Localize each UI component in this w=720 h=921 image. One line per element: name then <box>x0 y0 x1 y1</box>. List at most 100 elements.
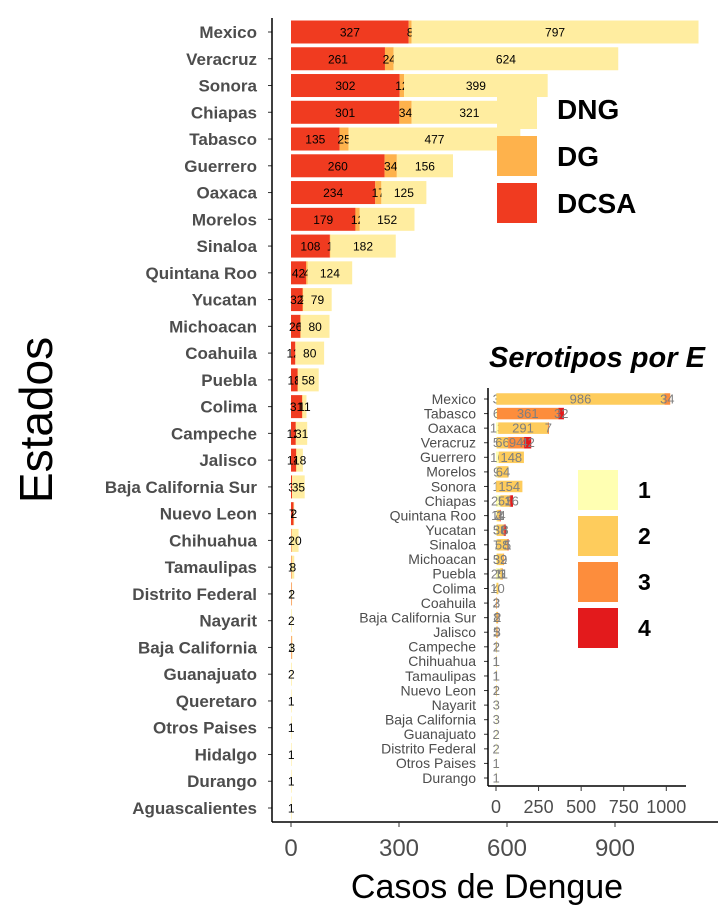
main-bar-oaxaca-dng <box>381 181 427 205</box>
main-state-label-coahuila: Coahuila <box>185 344 257 363</box>
main-state-label-colima: Colima <box>200 398 257 417</box>
inset-state-label-nayarit: Nayarit <box>432 697 476 713</box>
inset-data-label-sonora-1: 1 <box>492 479 499 494</box>
main-x-axis-title: Casos de Dengue <box>351 868 623 906</box>
inset-bar-michoacan-2 <box>496 553 504 566</box>
inset-data-label-nuevo-leon-1: 1 <box>492 683 499 698</box>
inset-state-label-chiapas: Chiapas <box>425 493 476 509</box>
main-data-label-jalisco-dng: 18 <box>293 454 307 468</box>
inset-bar-michoacan-3 <box>503 553 505 566</box>
main-bar-morelos-dg <box>355 207 360 231</box>
main-state-label-durango: Durango <box>187 772 257 791</box>
inset-data-label-yucatan-3: 6 <box>500 523 507 538</box>
inset-y-axis: MexicoTabascoOaxacaVeracruzGuerreroMorel… <box>359 388 489 786</box>
main-legend-key-dng <box>497 89 537 129</box>
main-data-label-guerrero-dng: 156 <box>415 159 435 173</box>
inset-bar-campeche-2 <box>496 641 497 653</box>
inset-state-label-quintana-roo: Quintana Roo <box>390 507 477 523</box>
inset-state-label-campeche: Campeche <box>408 639 476 655</box>
inset-legend-label-2: 2 <box>638 523 651 549</box>
inset-x-tick-label: 0 <box>491 797 501 817</box>
main-state-label-tamaulipas: Tamaulipas <box>165 558 257 577</box>
inset-bar-chiapas-2 <box>500 495 510 507</box>
inset-data-label-yucatan-1: 5 <box>493 523 500 538</box>
main-data-label-quintana-roo-dng: 124 <box>320 266 340 280</box>
main-x-tick-label: 300 <box>379 835 419 862</box>
main-bar-colima-dng <box>302 395 307 419</box>
main-data-label-durango-dng: 1 <box>288 775 295 789</box>
main-bar-guerrero-dng <box>396 154 453 178</box>
main-data-label-sinaloa-dg: 1 <box>327 240 334 254</box>
inset-bar-mexico-3 <box>664 393 671 405</box>
inset-bar-tabasco-3 <box>497 407 559 420</box>
main-data-label-hidalgo-dng: 1 <box>288 748 295 762</box>
inset-data-label-sinaloa-4: 1 <box>504 537 511 552</box>
main-state-label-campeche: Campeche <box>171 424 257 443</box>
inset-data-label-chiapas-2: 53 <box>498 494 512 509</box>
main-bar-guanajuato-dng <box>291 662 292 686</box>
main-bar-chiapas-dg <box>399 100 412 124</box>
inset-state-label-mexico: Mexico <box>432 391 477 407</box>
main-data-label-nuevo-leon-dng: 2 <box>291 507 298 521</box>
inset-bar-sinaloa-3 <box>507 539 508 551</box>
inset-data-label-yucatan-4: 8 <box>501 523 508 538</box>
inset-data-label-durango-1: 1 <box>492 771 499 786</box>
main-x-tick-label: 900 <box>595 835 635 862</box>
main-bar-yucatan-dg <box>302 288 304 312</box>
main-bar-hidalgo-dng <box>291 742 292 766</box>
inset-data-label-quintana-roo-2: 14 <box>491 508 505 523</box>
main-bar-baja-california-dcsa <box>291 635 292 659</box>
inset-state-label-sinaloa: Sinaloa <box>429 537 476 553</box>
inset-data-label-campeche-1: 1 <box>492 639 499 654</box>
inset-bar-yucatan-1 <box>496 524 497 536</box>
main-data-label-chiapas-dcsa: 301 <box>335 106 355 120</box>
main-data-label-sinaloa-dcsa: 108 <box>300 240 320 254</box>
main-data-label-campeche-dng: 31 <box>295 427 309 441</box>
inset-state-label-puebla: Puebla <box>432 566 476 582</box>
inset-data-label-michoacan-1: 5 <box>493 552 500 567</box>
main-data-label-sonora-dcsa: 302 <box>335 79 355 93</box>
main-state-label-mexico: Mexico <box>199 23 257 42</box>
inset-data-label-morelos-1: 9 <box>493 464 500 479</box>
inset-bar-nuevo-leon-2 <box>496 684 497 697</box>
inset-data-label-colima-1: 4 <box>493 581 500 596</box>
inset-x-tick-label: 250 <box>524 797 554 817</box>
main-data-label-veracruz-dng: 624 <box>496 52 516 66</box>
main-state-label-guerrero: Guerrero <box>184 157 257 176</box>
inset-bar-michoacan-1 <box>496 553 497 566</box>
inset-bar-baja-california-1 <box>496 713 497 726</box>
inset-data-label-tabasco-3: 361 <box>517 406 539 421</box>
inset-bar-guerrero-1 <box>496 451 499 464</box>
main-data-label-mexico-dg: 8 <box>407 26 414 40</box>
inset-legend-key-3 <box>578 562 618 602</box>
inset-data-label-coahuila-1: 2 <box>493 596 500 611</box>
inset-legend-label-4: 4 <box>638 615 651 641</box>
inset-bar-jalisco-3 <box>497 626 498 638</box>
inset-state-label-guerrero: Guerrero <box>420 449 476 465</box>
main-bar-otros-paises-dng <box>291 716 292 740</box>
main-data-label-colima-dng: 11 <box>298 400 311 414</box>
main-bar-baja-california-sur-dng <box>292 475 305 499</box>
inset-state-label-tabasco: Tabasco <box>424 405 476 421</box>
main-bar-tabasco-dng <box>348 127 521 151</box>
inset-state-label-nuevo-leon: Nuevo Leon <box>400 682 476 698</box>
main-data-label-chihuahua-dng: 20 <box>288 534 302 548</box>
main-state-label-veracruz: Veracruz <box>186 50 257 69</box>
inset-state-label-chihuahua: Chihuahua <box>408 653 476 669</box>
inset-data-label-mexico-1: 3 <box>493 392 500 407</box>
inset-data-label-chihuahua-2: 1 <box>493 654 500 669</box>
inset-data-label-sonora-2: 154 <box>498 479 520 494</box>
main-data-label-tamaulipas-dcsa: 1 <box>288 561 295 575</box>
inset-bar-coahuila-3 <box>496 597 497 609</box>
main-data-label-campeche-dg: 1 <box>293 427 300 441</box>
inset-bar-tabasco-1 <box>496 407 498 420</box>
main-bar-sinaloa-dg <box>329 234 331 258</box>
inset-x-tick-label: 750 <box>609 797 639 817</box>
inset-state-label-tamaulipas: Tamaulipas <box>405 668 476 684</box>
main-x-tick-label: 0 <box>284 835 297 862</box>
main-state-label-michoacan: Michoacan <box>169 317 257 336</box>
main-bar-jalisco-dcsa <box>291 448 297 472</box>
